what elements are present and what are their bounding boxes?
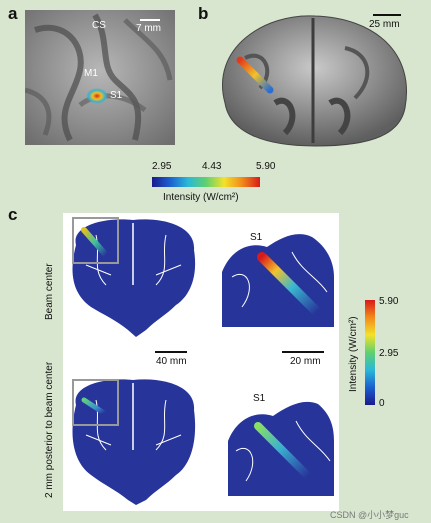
scale-label-c-right: 20 mm	[290, 356, 321, 367]
slice-bottom-left	[66, 375, 201, 507]
colorbar-top-ticks: 2.95 4.43 5.90	[152, 161, 280, 175]
colorbar-right-tick-min: 0	[379, 398, 385, 409]
watermark: CSDN @小小梦guc	[330, 510, 409, 520]
colorbar-right	[365, 300, 375, 405]
m1-label: M1	[84, 68, 98, 79]
scale-bar-c-left	[155, 351, 187, 353]
coronal-slice-beam-center	[72, 217, 196, 337]
colorbar-top-title: Intensity (W/cm²)	[163, 192, 239, 203]
scale-label-c-left: 40 mm	[156, 356, 187, 367]
colorbar-top-tick-min: 2.95	[152, 161, 172, 172]
s1-label-c-top: S1	[250, 232, 263, 243]
colorbar-right-title: Intensity (W/cm²)	[348, 316, 359, 392]
zoomed-s1-beam-center	[222, 234, 334, 327]
scale-bar-b	[373, 14, 401, 16]
colorbar-right-tick-mid: 2.95	[379, 348, 399, 359]
colorbar-top-tick-mid: 4.43	[202, 161, 222, 172]
panel-b-image	[205, 8, 420, 148]
zoomed-s1-posterior	[228, 401, 334, 496]
cortex-surface-closeup	[24, 10, 175, 145]
panel-a-label: a	[8, 4, 18, 23]
scale-bar-c-right	[282, 351, 324, 353]
skull-brain-render	[222, 15, 407, 147]
cs-label: CS	[92, 20, 106, 31]
panel-a-image	[24, 10, 175, 145]
scale-label-a: 7 mm	[136, 23, 161, 34]
s1-label-c-bottom: S1	[253, 393, 266, 404]
ultrasound-beam	[236, 56, 274, 94]
zoom-box-top	[72, 217, 119, 264]
panel-b-label: b	[198, 4, 209, 23]
colorbar-top-tick-max: 5.90	[256, 161, 276, 172]
scale-label-b: 25 mm	[369, 19, 400, 30]
acoustic-focus-spot	[86, 88, 108, 104]
panel-c-label: c	[8, 205, 18, 224]
row1-label: Beam center	[44, 263, 55, 320]
zoom-box-bottom	[72, 379, 119, 426]
colorbar-top	[152, 177, 260, 187]
slice-bottom-right-zoom	[228, 396, 334, 496]
coronal-slice-posterior	[72, 379, 196, 505]
slice-top-left	[66, 215, 201, 340]
scale-bar-a	[140, 19, 160, 21]
slice-top-right-zoom	[222, 232, 334, 327]
colorbar-right-tick-max: 5.90	[379, 296, 399, 307]
s1-label-a: S1	[110, 90, 123, 101]
row2-label: 2 mm posterior to beam center	[44, 361, 55, 498]
